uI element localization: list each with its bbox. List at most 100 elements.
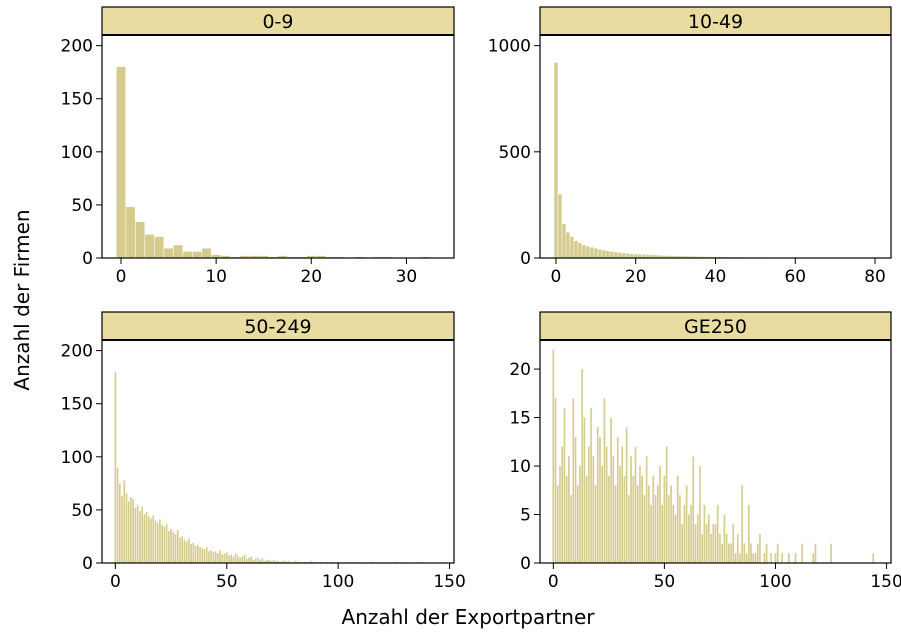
y-tick-label: 500 — [499, 143, 531, 163]
histogram-bar — [605, 446, 608, 563]
histogram-bar — [181, 536, 184, 563]
histogram-bar — [252, 559, 255, 563]
histogram-bar — [211, 254, 221, 258]
histogram-bar — [801, 543, 803, 563]
histogram-bar — [240, 255, 250, 258]
histogram-bar — [170, 529, 172, 563]
histogram-bar — [199, 547, 201, 563]
histogram-bar — [677, 256, 682, 258]
y-tick-label: 1000 — [488, 37, 531, 57]
histogram-bar — [194, 546, 197, 563]
histogram-bar — [201, 548, 204, 563]
histogram-bar — [125, 492, 128, 563]
histogram-bar — [639, 466, 641, 563]
histogram-bar — [750, 543, 752, 563]
histogram-bar — [612, 456, 615, 563]
panel-strip — [539, 6, 892, 36]
histogram-bar — [752, 553, 755, 563]
x-tick-label: 100 — [759, 572, 791, 592]
histogram-bar — [221, 554, 224, 563]
histogram-bar — [642, 254, 646, 258]
histogram-bar — [638, 254, 642, 258]
histogram-bar — [643, 495, 646, 563]
histogram-bar — [116, 66, 126, 258]
histogram-bar — [574, 436, 577, 563]
histogram-bar — [263, 560, 266, 563]
histogram-bar — [562, 224, 566, 258]
y-tick-label: 0 — [520, 249, 531, 269]
x-tick-label: 0 — [116, 267, 127, 287]
histogram-bar — [754, 553, 757, 563]
histogram-bar — [221, 255, 231, 258]
histogram-bar — [559, 466, 561, 563]
histogram-bar — [205, 547, 208, 563]
histogram-bar — [554, 398, 557, 563]
histogram-bar — [689, 256, 694, 258]
histogram-bar — [566, 232, 570, 258]
histogram-bar — [164, 248, 174, 258]
histogram-bar — [192, 251, 202, 258]
histogram-bar — [190, 543, 192, 563]
panel-2: 10-49 0 500 1000 0 20 40 60 80 — [488, 6, 892, 287]
histogram-bar — [581, 369, 584, 563]
y-tick-label: 10 — [509, 457, 531, 477]
histogram-bar — [712, 524, 715, 563]
histogram-bar — [241, 556, 244, 563]
y-tick-label: 150 — [61, 90, 93, 110]
histogram-bar — [599, 436, 601, 563]
histogram-bar — [237, 555, 239, 563]
histogram-bar — [561, 446, 564, 563]
histogram-bar — [239, 557, 241, 563]
histogram-bar — [134, 507, 137, 563]
y-tick-label: 50 — [71, 501, 93, 521]
histogram-bar — [598, 249, 602, 258]
y-tick-label: 200 — [61, 37, 93, 57]
histogram-bar — [634, 446, 637, 563]
histogram-bar — [688, 514, 690, 563]
histogram-bar — [634, 254, 638, 258]
histogram-bar — [174, 534, 177, 563]
histogram-bar — [653, 255, 658, 258]
histogram-bar — [657, 255, 662, 258]
panel-frame — [101, 34, 455, 259]
x-tick-label: 0 — [548, 572, 559, 592]
histogram-bar — [603, 398, 606, 563]
histogram-bar — [572, 398, 575, 563]
panel-title: 10-49 — [688, 11, 743, 33]
histogram-bar — [710, 533, 712, 563]
histogram-bar — [243, 554, 246, 563]
panel-title: 50-249 — [244, 316, 311, 338]
y-axis-title: Anzahl der Firmen — [10, 209, 34, 390]
histogram-bar — [681, 256, 686, 258]
histogram-bar — [787, 553, 790, 563]
histogram-bar — [154, 520, 157, 563]
histogram-bar — [163, 526, 166, 563]
histogram-bar — [212, 552, 215, 563]
histogram-bar — [283, 560, 286, 563]
panel-frame — [539, 339, 892, 564]
histogram-bar — [654, 495, 657, 563]
histogram-bar — [143, 514, 146, 563]
x-tick-label: 150 — [433, 572, 465, 592]
histogram-bar — [814, 543, 817, 563]
histogram-bar — [135, 221, 145, 258]
histogram-bar — [732, 524, 735, 563]
panel-strip — [101, 6, 455, 36]
histogram-bar — [176, 530, 179, 563]
panel-frame — [101, 339, 455, 564]
y-tick-label: 100 — [61, 143, 93, 163]
histogram-bar — [794, 553, 797, 563]
histogram-bar — [610, 251, 614, 258]
histogram-bar — [183, 539, 186, 563]
histogram-bar — [249, 255, 259, 258]
histogram-bar — [725, 533, 728, 563]
histogram-bar — [739, 553, 741, 563]
histogram-bar — [582, 245, 586, 258]
histogram-bar — [601, 466, 604, 563]
histogram-bar — [123, 480, 126, 563]
panel-strip — [101, 311, 455, 341]
y-tick-label: 15 — [509, 409, 531, 429]
histogram-bar — [172, 532, 175, 563]
x-tick-label: 20 — [625, 267, 647, 287]
histogram-bar — [126, 207, 135, 258]
